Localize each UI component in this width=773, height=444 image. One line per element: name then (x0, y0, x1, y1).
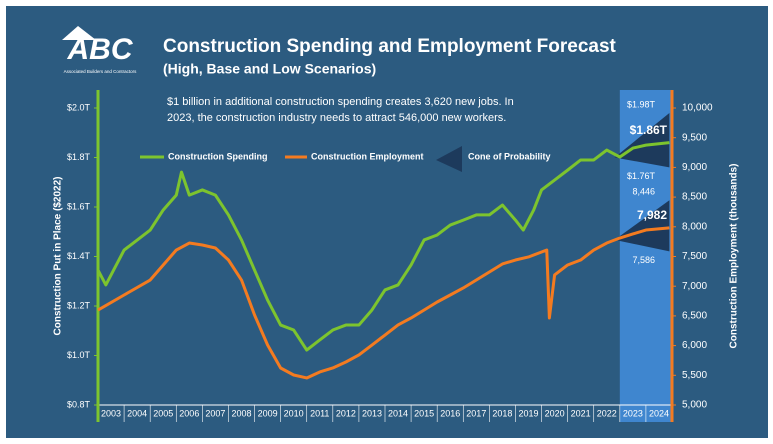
y2-tick-label: 9,500 (682, 132, 707, 143)
y2-tick-label: 5,500 (682, 370, 707, 381)
x-tick-label: 2022 (597, 408, 617, 418)
y-tick-label: $1.0T (67, 350, 91, 360)
legend-label: Construction Spending (168, 151, 268, 161)
y-tick-label: $1.6T (67, 201, 91, 211)
annotation: $1 billion in additional construction sp… (167, 96, 514, 108)
y2-tick-label: 7,000 (682, 281, 707, 292)
y2-tick-label: 8,500 (682, 192, 707, 203)
legend-label: Construction Employment (311, 151, 424, 161)
y2-tick-label: 9,000 (682, 162, 707, 173)
y2-tick-label: 5,000 (682, 400, 707, 411)
x-tick-label: 2016 (440, 408, 460, 418)
x-tick-label: 2019 (518, 408, 538, 418)
x-tick-label: 2009 (258, 408, 278, 418)
chart-subtitle: (High, Base and Low Scenarios) (163, 61, 376, 77)
series-line (96, 141, 670, 352)
logo-text: ABC (67, 33, 134, 66)
y-axis-label: Construction Put in Place ($2022) (53, 177, 64, 336)
y-tick-label: $0.8T (67, 399, 91, 409)
x-tick-label: 2004 (127, 408, 147, 418)
x-tick-label: 2010 (284, 408, 304, 418)
legend-label: Cone of Probability (468, 151, 551, 161)
x-tick-label: 2014 (388, 408, 408, 418)
cone (614, 112, 670, 168)
cone (614, 200, 670, 252)
x-tick-label: 2006 (179, 408, 199, 418)
x-tick-label: 2011 (310, 408, 329, 418)
logo: ABC Associated Builders and Contractors (62, 26, 137, 74)
cone-high-label: $1.98T (627, 99, 656, 109)
x-tick-label: 2021 (571, 408, 591, 418)
y2-tick-label: 7,500 (682, 251, 707, 262)
y-tick-label: $1.4T (67, 251, 91, 261)
end-label: 7,982 (637, 208, 667, 222)
cone-low-label: $1.76T (627, 171, 656, 181)
y-tick-label: $1.2T (67, 300, 91, 310)
x-tick-label: 2018 (492, 408, 512, 418)
y2-tick-label: 8,000 (682, 221, 707, 232)
logo-caption: Associated Builders and Contractors (64, 69, 138, 74)
y-tick-label: $2.0T (67, 102, 91, 112)
x-tick-label: 2008 (231, 408, 251, 418)
y-tick-label: $1.8T (67, 152, 91, 162)
cone-high-label: 8,446 (632, 187, 655, 197)
x-tick-label: 2020 (545, 408, 565, 418)
legend-swatch (436, 146, 462, 172)
annotation: 2023, the construction industry needs to… (167, 112, 506, 124)
x-tick-label: 2003 (101, 408, 121, 418)
x-tick-label: 2017 (466, 408, 486, 418)
x-tick-label: 2013 (362, 408, 382, 418)
end-label: $1.86T (630, 123, 668, 137)
y2-axis-label: Construction Employment (thousands) (729, 164, 740, 349)
cone-low-label: 7,586 (632, 255, 655, 265)
logo-roof (62, 26, 96, 40)
x-tick-label: 2005 (153, 408, 173, 418)
chart-title: Construction Spending and Employment For… (163, 36, 617, 57)
y2-tick-label: 6,500 (682, 311, 707, 322)
series-line (97, 226, 670, 380)
x-tick-label: 2023 (623, 408, 643, 418)
x-tick-label: 2007 (205, 408, 225, 418)
y2-tick-label: 10,000 (682, 103, 713, 114)
x-tick-label: 2012 (336, 408, 356, 418)
x-tick-label: 2024 (649, 408, 669, 418)
x-tick-label: 2015 (414, 408, 434, 418)
y2-tick-label: 6,000 (682, 340, 707, 351)
